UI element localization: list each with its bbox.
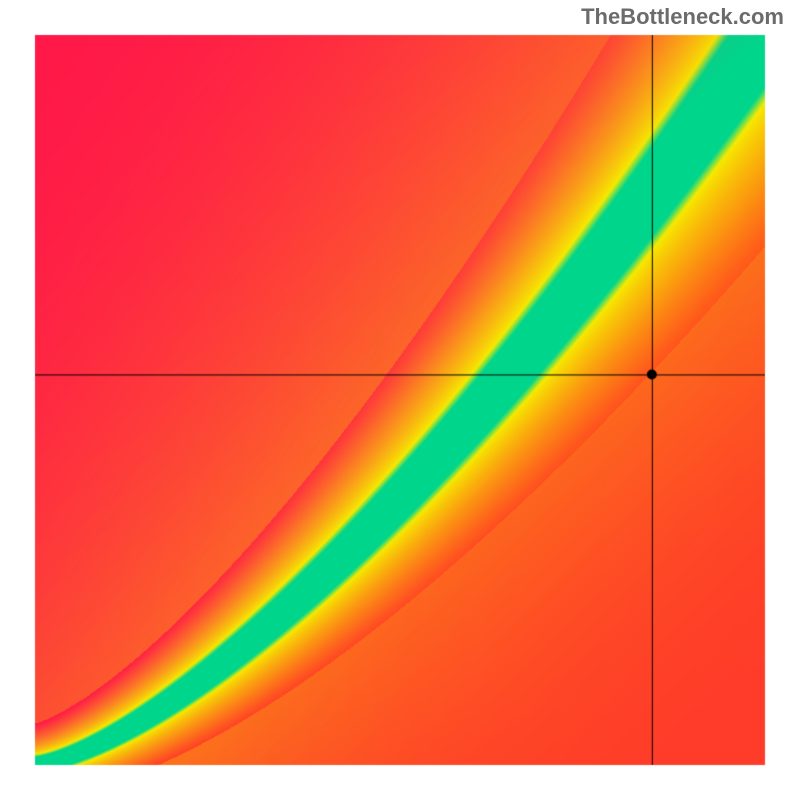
watermark-text: TheBottleneck.com (581, 4, 784, 30)
chart-container: TheBottleneck.com (0, 0, 800, 800)
bottleneck-heatmap-canvas (0, 0, 800, 800)
